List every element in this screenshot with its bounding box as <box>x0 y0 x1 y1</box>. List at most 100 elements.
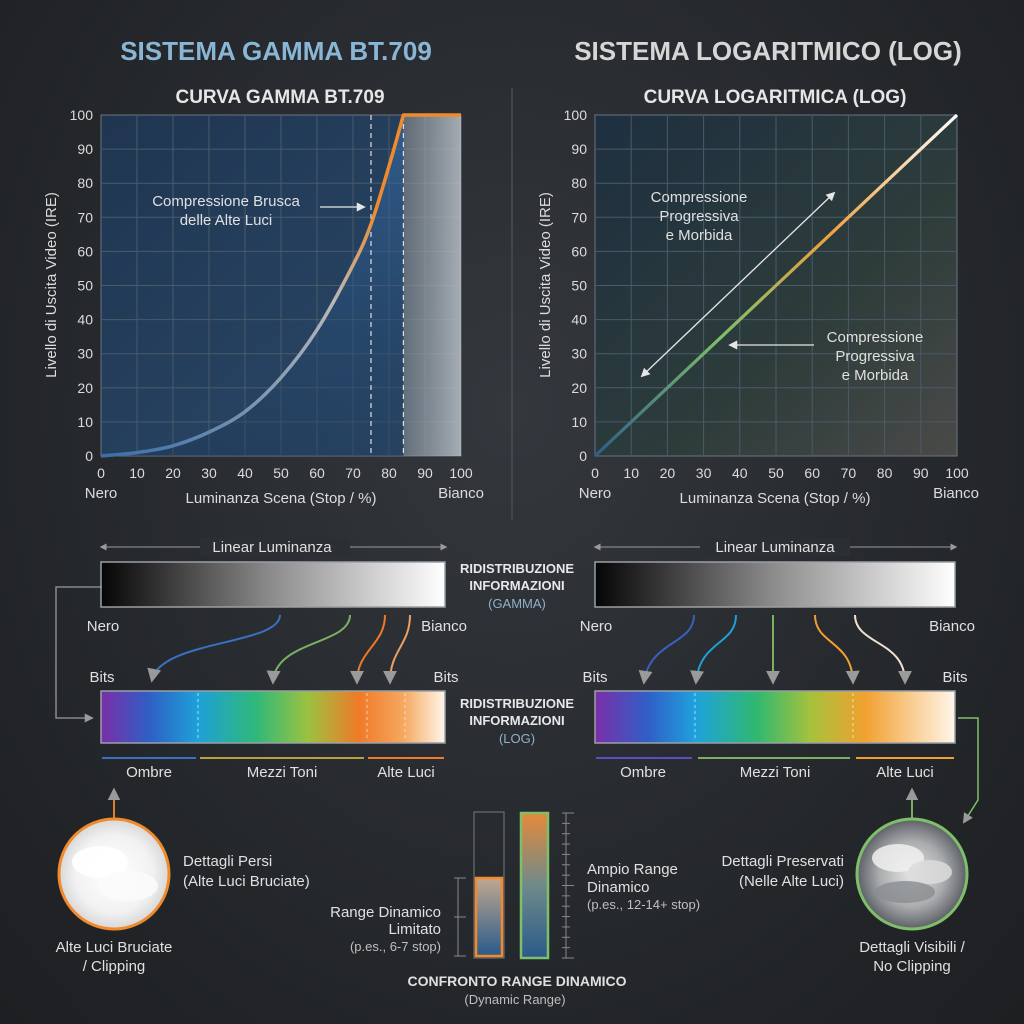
blown-caption-2: (Alte Luci Bruciate) <box>183 873 310 890</box>
redistribution-gamma-label: RIDISTRIBUZIONE INFORMAZIONI (GAMMA) <box>460 561 574 611</box>
log-y-tick: 50 <box>571 278 587 294</box>
blown-cloud-puff-1 <box>72 846 128 878</box>
log-x-tick: 60 <box>804 465 820 481</box>
gamma-x-tick: 60 <box>309 465 325 481</box>
right-mapping-arrows <box>638 614 979 824</box>
right-linear-section: Linear Luminanza Nero Bianco <box>580 538 975 635</box>
gamma-y-tick: 80 <box>77 175 93 191</box>
blown-bottom-1: Alte Luci Bruciate <box>56 939 173 956</box>
wide-range-scale <box>562 812 574 959</box>
log-y-tick: 100 <box>564 107 588 123</box>
gamma-y-tick: 10 <box>77 414 93 430</box>
gamma-x-end-label: Bianco <box>438 485 484 502</box>
right-zone-ombre: Ombre <box>620 764 666 781</box>
gamma-fill-under <box>101 115 404 456</box>
gamma-y-tick: 0 <box>85 448 93 464</box>
gamma-x-tick: 100 <box>449 465 473 481</box>
log-x-tick: 20 <box>660 465 676 481</box>
gamma-x-tick: 0 <box>97 465 105 481</box>
preserved-caption-1: Dettagli Preservati <box>721 853 844 870</box>
redistrib-gamma-line-3: (GAMMA) <box>488 596 546 611</box>
gamma-y-tick: 50 <box>77 278 93 294</box>
log-y-tick: 60 <box>571 243 587 259</box>
left-linear-label: Linear Luminanza <box>212 539 332 556</box>
right-bits-right: Bits <box>942 669 967 686</box>
log-x-axis-label: Luminanza Scena (Stop / %) <box>680 490 871 507</box>
left-linear-label-bg <box>200 538 350 556</box>
detailed-cloud-puff-2 <box>908 860 952 884</box>
gamma-x-axis-label: Luminanza Scena (Stop / %) <box>186 490 377 507</box>
gamma-annotation-line-1: Compressione Brusca <box>152 193 300 210</box>
log-y-tick: 90 <box>571 141 587 157</box>
log-x-tick: 100 <box>945 465 969 481</box>
log-y-tick: 40 <box>571 312 587 328</box>
log-x-tick: 90 <box>913 465 929 481</box>
gamma-y-ticks: 0 10 20 30 40 50 60 70 80 90 100 <box>70 107 94 464</box>
blown-highlights-panel: Dettagli Persi (Alte Luci Bruciate) Alte… <box>56 787 310 975</box>
preserved-bottom-1: Dettagli Visibili / <box>859 939 965 956</box>
left-bar-nero: Nero <box>87 618 120 635</box>
log-annotation-diagonal-arrow <box>640 191 836 378</box>
right-bits-left: Bits <box>582 669 607 686</box>
limited-range-outer-frame <box>473 811 505 959</box>
right-linear-label: Linear Luminanza <box>715 539 835 556</box>
gamma-y-tick: 20 <box>77 380 93 396</box>
blown-cloud-puff-2 <box>98 871 158 901</box>
detailed-cloud-shadow <box>875 881 935 903</box>
gamma-y-tick: 70 <box>77 209 93 225</box>
gamma-x-tick: 40 <box>237 465 253 481</box>
log-y-tick: 0 <box>579 448 587 464</box>
log-x-end-label: Bianco <box>933 485 979 502</box>
log-y-tick: 10 <box>571 414 587 430</box>
wide-range-bar <box>519 811 550 960</box>
log-x-tick: 80 <box>877 465 893 481</box>
log-x-tick: 70 <box>841 465 857 481</box>
log-annotation-top-2: Progressiva <box>659 208 739 225</box>
gamma-y-tick: 100 <box>70 107 94 123</box>
log-chart: CURVA LOGARITMICA (LOG) 0 10 20 30 40 50 60 70 8… <box>537 87 979 507</box>
redistrib-log-line-1: RIDISTRIBUZIONE <box>460 696 574 711</box>
left-linear-section: Linear Luminanza Nero Bianco <box>87 538 467 635</box>
wide-range-label-2: Dinamico <box>587 879 650 896</box>
limited-range-label-1: Range Dinamico <box>330 904 441 921</box>
log-x-tick: 50 <box>768 465 784 481</box>
left-bits-right: Bits <box>433 669 458 686</box>
redistrib-gamma-line-1: RIDISTRIBUZIONE <box>460 561 574 576</box>
gamma-x-tick: 20 <box>165 465 181 481</box>
left-mapping-arrows <box>55 586 411 723</box>
gamma-x-tick: 50 <box>273 465 289 481</box>
gamma-y-axis-label: Livello di Uscita Video (IRE) <box>43 192 60 378</box>
log-annotation-top-1: Compressione <box>651 189 748 206</box>
right-bar-bianco: Bianco <box>929 618 975 635</box>
log-x-tick: 40 <box>732 465 748 481</box>
left-zone-mezzi: Mezzi Toni <box>247 764 318 781</box>
log-x-start-label: Nero <box>579 485 612 502</box>
compare-title: CONFRONTO RANGE DINAMICO <box>407 973 626 989</box>
compare-subtitle: (Dynamic Range) <box>464 992 565 1007</box>
preserved-caption-2: (Nelle Alte Luci) <box>739 873 844 890</box>
gamma-curve <box>100 113 461 458</box>
limited-range-label-3: (p.es., 6-7 stop) <box>350 939 441 954</box>
gamma-chart: CURVA GAMMA BT.709 0 10 20 30 40 50 60 70 80 90 10… <box>43 87 484 507</box>
preserved-bottom-2: No Clipping <box>873 958 951 975</box>
gamma-x-start-label: Nero <box>85 485 118 502</box>
log-annotation-top-3: e Morbida <box>666 227 733 244</box>
gamma-x-tick: 70 <box>345 465 361 481</box>
dynamic-range-comparison: Range Dinamico Limitato (p.es., 6-7 stop… <box>330 811 700 1007</box>
blown-caption-1: Dettagli Persi <box>183 853 272 870</box>
right-linear-label-bg <box>700 538 850 556</box>
right-zone-mezzi: Mezzi Toni <box>740 764 811 781</box>
gamma-y-tick: 60 <box>77 243 93 259</box>
gamma-x-tick: 90 <box>417 465 433 481</box>
wide-range-label-3: (p.es., 12-14+ stop) <box>587 897 700 912</box>
blown-bottom-2: / Clipping <box>83 958 146 975</box>
left-bits-bar <box>100 690 446 744</box>
limited-range-bar <box>474 876 504 958</box>
log-y-tick: 70 <box>571 209 587 225</box>
gamma-annotation-line-2: delle Alte Luci <box>180 212 273 229</box>
log-annotation-mid-1: Compressione <box>827 329 924 346</box>
left-section-title: SISTEMA GAMMA BT.709 <box>120 36 432 66</box>
redistribution-log-label: RIDISTRIBUZIONE INFORMAZIONI (LOG) <box>460 696 574 746</box>
log-x-tick: 0 <box>591 465 599 481</box>
detailed-cloud-puff-1 <box>872 844 924 872</box>
